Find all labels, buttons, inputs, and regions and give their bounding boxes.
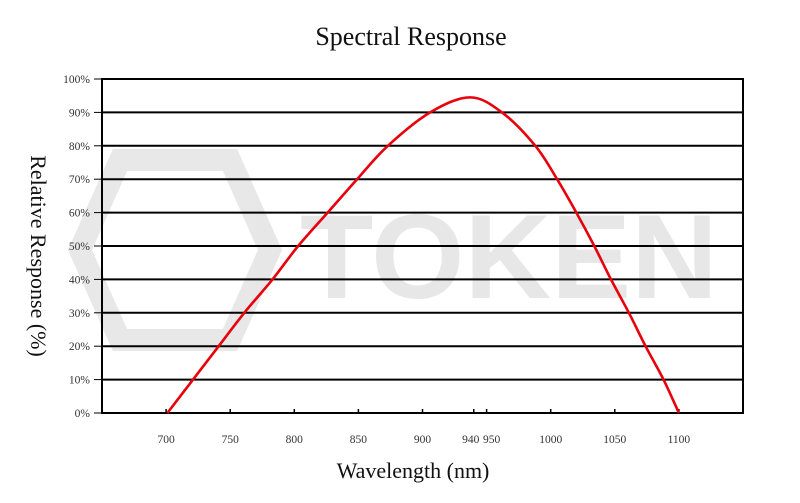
x-tick-label: 940 xyxy=(462,434,480,446)
chart-title: Spectral Response xyxy=(315,22,506,51)
y-tick-label: 30% xyxy=(69,308,91,320)
y-tick-label: 70% xyxy=(69,174,91,186)
x-tick-label: 950 xyxy=(483,434,501,446)
x-tick-label: 1100 xyxy=(668,434,691,446)
y-tick-label: 40% xyxy=(69,274,91,286)
y-tick-label: 60% xyxy=(69,208,91,220)
x-tick-label: 800 xyxy=(286,434,304,446)
x-tick-label: 1000 xyxy=(539,434,562,446)
x-tick-label: 1050 xyxy=(603,434,626,446)
response-curve xyxy=(166,96,681,414)
y-tick-label: 20% xyxy=(69,341,91,353)
series-group xyxy=(166,96,681,414)
x-tick-label: 750 xyxy=(222,434,240,446)
x-tick-label: 700 xyxy=(157,434,175,446)
x-axis-ticks: 700 750 800 850 900 940 950 1000 1050 1100 xyxy=(157,409,690,446)
y-axis-label: Relative Response (%) xyxy=(26,155,51,357)
x-axis-label: Wavelength (nm) xyxy=(337,458,490,483)
y-tick-label: 50% xyxy=(69,241,91,253)
y-tick-label: 10% xyxy=(69,375,91,387)
x-tick-label: 900 xyxy=(414,434,432,446)
y-tick-label: 0% xyxy=(75,408,91,420)
grid-lines xyxy=(102,111,743,381)
y-tick-label: 100% xyxy=(63,74,90,86)
y-tick-label: 80% xyxy=(69,141,91,153)
x-tick-label: 850 xyxy=(350,434,368,446)
y-tick-label: 90% xyxy=(69,107,91,119)
y-axis-ticks: 0% 10% 20% 30% 40% 50% 60% 70% 80% 90% 100% xyxy=(63,74,102,420)
svg-text:TOKEN: TOKEN xyxy=(300,190,718,324)
